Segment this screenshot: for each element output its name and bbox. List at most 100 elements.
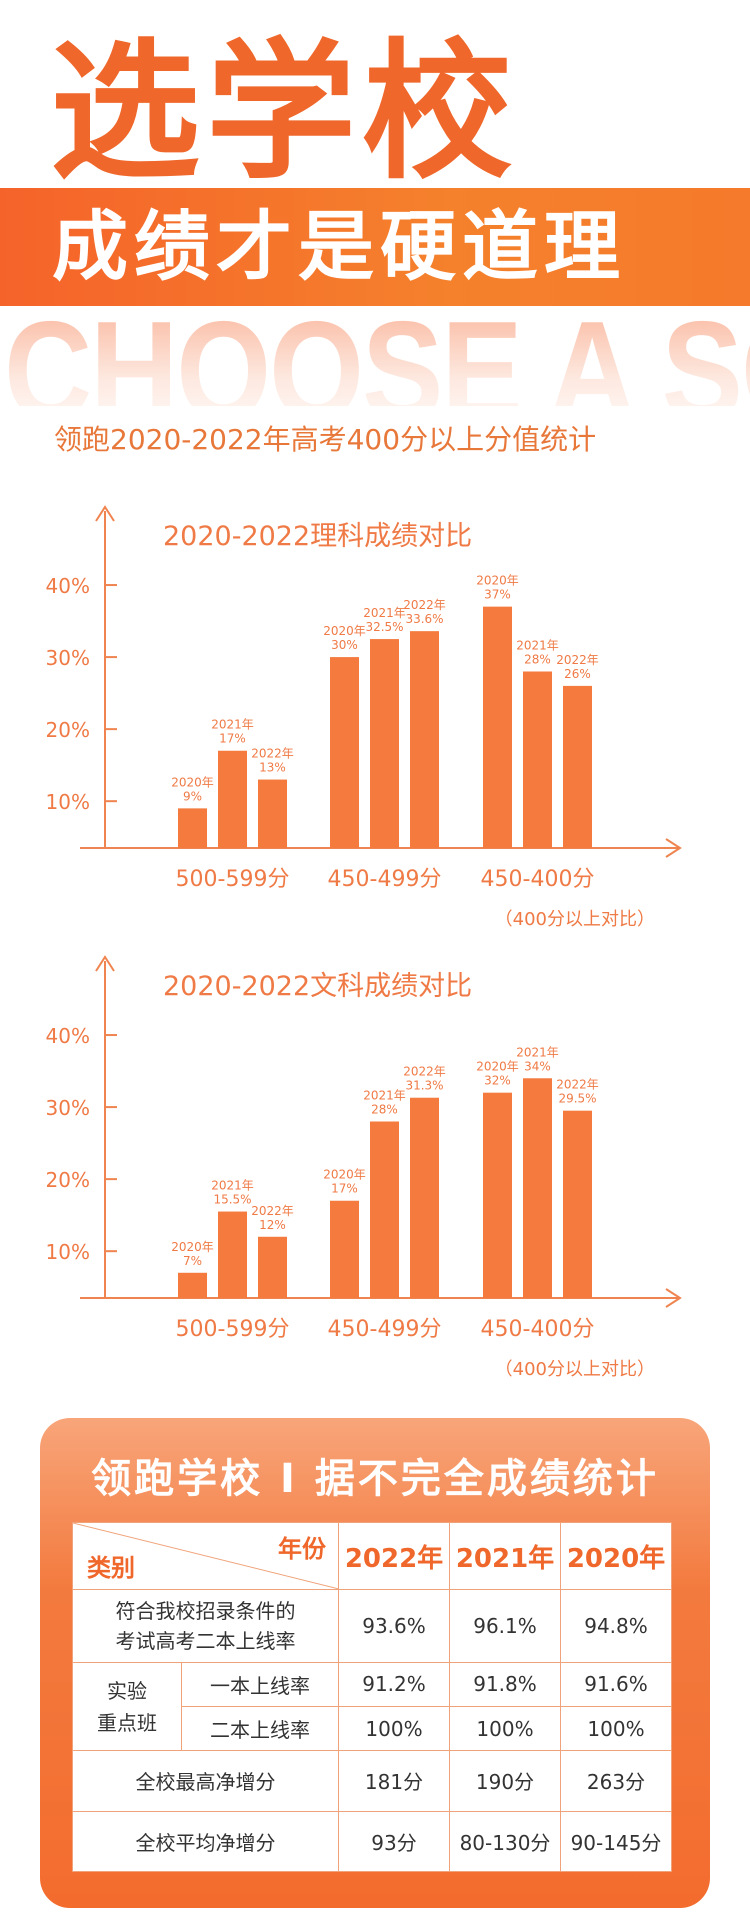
year-header: 2022年 — [338, 1521, 450, 1591]
bar — [483, 1092, 512, 1298]
stats-table-wrap: 年份 类别 2022年 2021年 2020年 符合我校招录条件的 考试高考二本… — [72, 1521, 672, 1873]
english-watermark-text: CHOOSE A SCHOOL — [4, 296, 750, 406]
cell-value: 100% — [338, 1706, 450, 1752]
banner-text: 成绩才是硬道理 — [52, 202, 626, 291]
x-category-label: 450-499分 — [328, 867, 442, 892]
year-header: 2021年 — [449, 1521, 561, 1591]
cell-value: 90-145分 — [560, 1810, 672, 1873]
bar-value-label: 9% — [183, 789, 202, 803]
table-header-row: 年份 类别 2022年 2021年 2020年 — [72, 1521, 672, 1591]
bar-value-label: 17% — [331, 1182, 358, 1196]
corner-category-label: 类别 — [87, 1554, 135, 1583]
table-corner-cell: 年份 类别 — [72, 1521, 339, 1591]
row-label: 符合我校招录条件的 考试高考二本上线率 — [72, 1589, 339, 1663]
bar — [178, 1272, 207, 1298]
bar-series-label: 2020年 — [323, 624, 366, 638]
cell-value: 93.6% — [338, 1589, 450, 1663]
table-row: 符合我校招录条件的 考试高考二本上线率 93.6% 96.1% 94.8% — [72, 1589, 672, 1663]
y-tick-label: 10% — [46, 1240, 90, 1264]
bar-series-label: 2021年 — [211, 1179, 254, 1193]
cell-value: 100% — [560, 1706, 672, 1752]
bar — [370, 1121, 399, 1298]
bar-series-label: 2022年 — [403, 598, 446, 612]
corner-diagonal — [73, 1523, 339, 1590]
x-axis-arrow — [665, 1288, 682, 1308]
bar — [218, 750, 247, 848]
stats-card-title: 领跑学校 I 据不完全成绩统计 — [91, 1456, 659, 1502]
cell-value: 263分 — [560, 1750, 672, 1812]
bar-series-label: 2021年 — [363, 1088, 406, 1102]
bar — [523, 1078, 552, 1298]
bar-value-label: 12% — [259, 1218, 286, 1232]
bar-value-label: 28% — [371, 1102, 398, 1116]
cell-value: 91.6% — [560, 1661, 672, 1708]
bar-series-label: 2022年 — [403, 1065, 446, 1079]
y-tick-label: 40% — [46, 1024, 90, 1048]
bar-value-label: 7% — [183, 1254, 202, 1268]
bar-value-label: 29.5% — [558, 1092, 596, 1106]
row-label-line: 符合我校招录条件的 — [115, 1599, 296, 1624]
cell-value: 100% — [449, 1706, 561, 1752]
row-label-line: 考试高考二本上线率 — [115, 1629, 296, 1654]
bar — [483, 606, 512, 848]
bar-series-label: 2021年 — [363, 606, 406, 620]
row-label: 二本上线率 — [181, 1706, 339, 1752]
y-axis-arrow — [95, 955, 115, 972]
cell-value: 190分 — [449, 1750, 561, 1812]
y-tick-label: 30% — [46, 646, 90, 670]
bar-series-label: 2022年 — [251, 747, 294, 761]
bar — [330, 657, 359, 848]
y-tick-label: 20% — [46, 718, 90, 742]
group-label: 实验 重点班 — [72, 1661, 182, 1752]
bar — [370, 639, 399, 848]
chart-title: 2020-2022文科成绩对比 — [163, 971, 472, 1002]
cell-value: 91.8% — [449, 1661, 561, 1708]
science-score-chart: 2020-2022理科成绩对比 10% 20% 30% 40% 2020年 9% 2021年 1… — [0, 495, 750, 940]
corner-year-label: 年份 — [278, 1535, 326, 1564]
bar-value-label: 31.3% — [405, 1079, 443, 1093]
bar-series-label: 2022年 — [556, 1078, 599, 1092]
chart-note: （400分以上对比） — [495, 909, 655, 930]
bar-series-label: 2020年 — [323, 1168, 366, 1182]
cell-value: 181分 — [338, 1750, 450, 1812]
bar — [410, 1097, 439, 1298]
x-category-label: 500-599分 — [176, 867, 290, 892]
bar-series-label: 2020年 — [476, 1060, 519, 1074]
banner: 成绩才是硬道理 — [0, 188, 750, 306]
y-tick-label: 30% — [46, 1096, 90, 1120]
page-subtitle: 领跑2020-2022年高考400分以上分值统计 — [54, 423, 597, 456]
bar-value-label: 15.5% — [213, 1193, 251, 1207]
bar — [178, 808, 207, 848]
bar-value-label: 33.6% — [405, 612, 443, 626]
science-chart-svg: 2020-2022理科成绩对比10%20%30%40%2020年9%2021年1… — [46, 505, 682, 930]
bar-series-label: 2021年 — [516, 638, 559, 652]
chart-title: 2020-2022理科成绩对比 — [163, 521, 472, 552]
liberal-arts-chart-svg: 2020-2022文科成绩对比10%20%30%40%2020年7%2021年1… — [46, 955, 682, 1380]
group-label-line: 实验 — [107, 1678, 147, 1703]
x-category-label: 500-599分 — [176, 1317, 290, 1342]
bar-series-label: 2021年 — [211, 718, 254, 732]
cell-value: 91.2% — [338, 1661, 450, 1708]
bar-value-label: 37% — [484, 588, 511, 602]
bar-series-label: 2020年 — [171, 775, 214, 789]
stats-card: 领跑学校 I 据不完全成绩统计 年份 类别 2022年 2021年 2020年 … — [40, 1418, 710, 1908]
bar-value-label: 13% — [259, 761, 286, 775]
table-row: 实验 重点班 一本上线率 91.2% 91.8% 91.6% — [72, 1661, 672, 1752]
hero-title: 选学校 — [50, 26, 519, 200]
table-row: 全校平均净增分 93分 80-130分 90-145分 — [72, 1810, 672, 1873]
row-label: 一本上线率 — [181, 1661, 339, 1708]
cell-value: 80-130分 — [449, 1810, 561, 1873]
bar-series-label: 2022年 — [251, 1204, 294, 1218]
x-category-label: 450-400分 — [481, 867, 595, 892]
x-category-label: 450-499分 — [328, 1317, 442, 1342]
bar-value-label: 32% — [484, 1074, 511, 1088]
y-axis-arrow — [95, 505, 115, 522]
liberal-arts-score-chart: 2020-2022文科成绩对比 10% 20% 30% 40% 2020年 7% 2021年 1… — [0, 945, 750, 1390]
year-header: 2020年 — [560, 1521, 672, 1591]
bar — [218, 1211, 247, 1298]
bar-series-label: 2021年 — [516, 1045, 559, 1059]
bar — [523, 671, 552, 848]
bar-series-label: 2020年 — [171, 1240, 214, 1254]
bar — [563, 685, 592, 848]
cell-value: 93分 — [338, 1810, 450, 1873]
